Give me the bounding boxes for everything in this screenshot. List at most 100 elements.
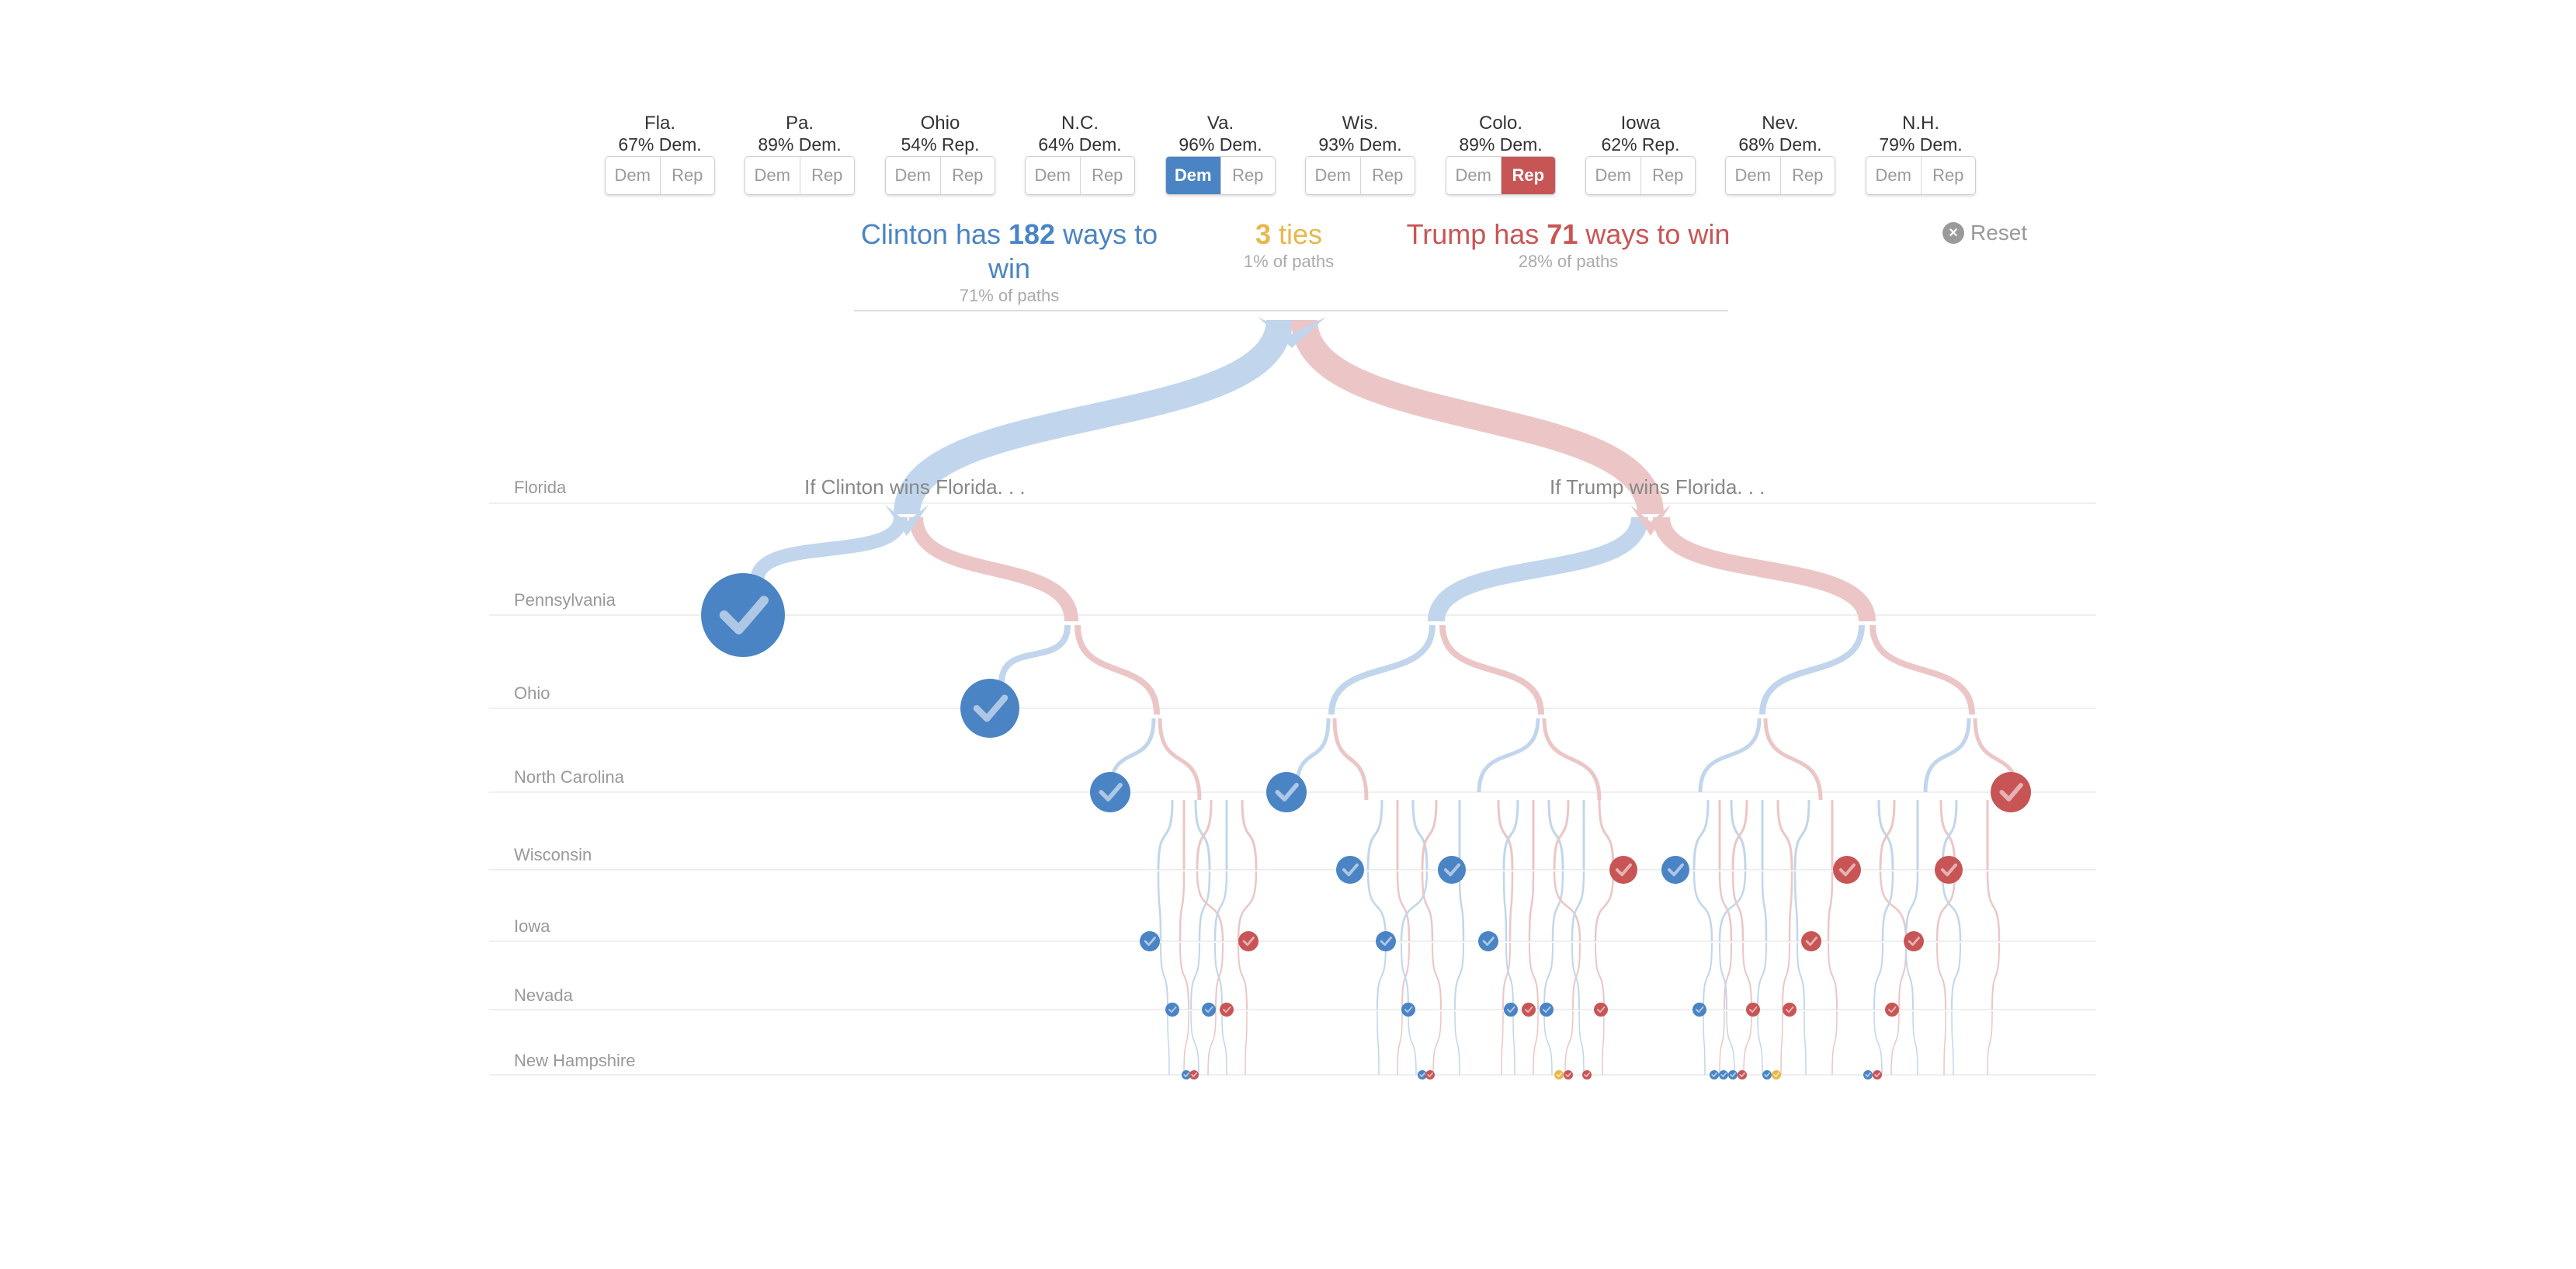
tree-branch xyxy=(1788,871,1793,942)
rep-button[interactable]: Rep xyxy=(1220,157,1276,194)
dem-button[interactable]: Dem xyxy=(1455,165,1491,185)
check-mark xyxy=(1874,1072,1880,1078)
check-mark xyxy=(1940,863,1957,877)
tree-branch xyxy=(1870,624,1975,715)
trump-suffix: ways to win xyxy=(1578,218,1731,250)
dem-button[interactable]: Dem xyxy=(1734,165,1771,185)
rep-button[interactable]: Rep xyxy=(799,157,855,194)
tree-branch xyxy=(1458,871,1465,942)
dem-button[interactable]: Dem xyxy=(754,165,790,185)
state-column: N.H. 79% Dem. Dem Rep xyxy=(1866,113,1976,195)
tree-branch xyxy=(1776,799,1793,871)
rep-button[interactable]: Rep xyxy=(939,157,995,194)
tree-branch xyxy=(1718,871,1733,942)
check-mark xyxy=(1887,1006,1897,1013)
tree-branch xyxy=(1782,942,1790,1010)
state-column: Pa. 89% Dem. Dem Rep xyxy=(745,113,855,195)
check-mark xyxy=(1730,1072,1736,1078)
state-toggle: Dem Rep xyxy=(605,156,715,195)
tree-branch xyxy=(1986,871,2001,942)
tree-branch xyxy=(1730,799,1747,871)
tree-branch xyxy=(1190,1010,1199,1076)
state-odds: 68% Dem. xyxy=(1738,134,1822,155)
check-mark xyxy=(1443,863,1460,877)
check-circle-icon xyxy=(1478,931,1498,951)
rep-button[interactable]: Rep xyxy=(1500,157,1555,194)
tree-branch xyxy=(1553,871,1581,942)
tree-branch xyxy=(1912,1010,1918,1076)
tree-branch xyxy=(1512,1010,1515,1076)
check-mark xyxy=(1242,937,1255,946)
check-mark xyxy=(1748,1006,1758,1013)
tree-branch xyxy=(1421,799,1438,871)
state-column: Va. 96% Dem. Dem Rep xyxy=(1165,113,1276,195)
tree-branch xyxy=(894,318,1293,516)
rep-button[interactable]: Rep xyxy=(1079,157,1135,194)
check-circle-icon xyxy=(1783,1003,1797,1017)
state-odds: 62% Rep. xyxy=(1601,134,1680,155)
dem-button[interactable]: Dem xyxy=(1875,165,1911,185)
clinton-prefix: Clinton has xyxy=(860,218,1009,250)
branch-label-trump-florida: If Trump wins Florida. . . xyxy=(1550,475,1765,499)
tree-branch xyxy=(1428,516,1648,623)
dem-button[interactable]: Dem xyxy=(1166,157,1220,194)
tree-branch xyxy=(1533,1010,1539,1076)
reset-button[interactable]: × Reset xyxy=(1942,221,2027,245)
check-mark xyxy=(1419,1072,1425,1078)
tree-branch xyxy=(1571,942,1580,1010)
tree-branch xyxy=(1183,1010,1189,1076)
tree-branch xyxy=(1898,942,1907,1010)
tree-branch xyxy=(1198,871,1211,942)
tree-branch xyxy=(1238,942,1248,1010)
ties-suffix: ties xyxy=(1271,218,1323,250)
dem-button[interactable]: Dem xyxy=(1314,165,1351,185)
tree-branch xyxy=(1877,799,1894,871)
rep-button[interactable]: Rep xyxy=(1640,157,1696,194)
tree-branch xyxy=(1726,1010,1735,1076)
tree-branch xyxy=(1595,942,1605,1010)
tree-branch xyxy=(1497,799,1514,871)
tree-branch xyxy=(1692,799,1710,871)
check-mark xyxy=(1183,1072,1189,1078)
check-circle-icon xyxy=(701,573,785,657)
tree-branch xyxy=(1692,871,1713,942)
tree-branch xyxy=(1793,871,1799,942)
state-name: Fla. xyxy=(644,113,675,134)
rep-button[interactable]: Rep xyxy=(1920,157,1976,194)
dem-button[interactable]: Dem xyxy=(894,165,931,185)
state-column: Ohio 54% Rep. Dem Rep xyxy=(885,113,995,195)
tree-branch xyxy=(1543,942,1554,1010)
check-mark xyxy=(1204,1006,1213,1013)
dem-button[interactable]: Dem xyxy=(1595,165,1631,185)
tree-branch xyxy=(1718,871,1747,942)
dem-button[interactable]: Dem xyxy=(1034,165,1071,185)
dem-button[interactable]: Dem xyxy=(614,165,651,185)
check-circle-icon xyxy=(1504,1003,1518,1017)
check-circle-icon xyxy=(1522,1003,1536,1017)
tree-branch xyxy=(1594,871,1615,942)
check-circle-icon xyxy=(1935,856,1963,884)
rep-button[interactable]: Rep xyxy=(1359,157,1415,194)
check-mark xyxy=(1427,1072,1433,1078)
tree-branch xyxy=(1237,871,1258,942)
state-column: Fla. 67% Dem. Dem Rep xyxy=(605,113,715,195)
tree-branch xyxy=(1543,1010,1553,1076)
tree-branch xyxy=(1757,942,1767,1010)
tree-branch xyxy=(1935,871,1956,942)
tree-branch xyxy=(1743,1010,1752,1076)
tree-branch xyxy=(1396,871,1411,942)
state-column: Nev. 68% Dem. Dem Rep xyxy=(1725,113,1835,195)
tree-branch xyxy=(1167,1010,1170,1076)
state-column: Wis. 93% Dem. Dem Rep xyxy=(1305,113,1415,195)
check-mark xyxy=(1168,1006,1177,1013)
tree-branch xyxy=(1377,942,1387,1010)
tree-branch xyxy=(1879,871,1908,942)
tree-branch xyxy=(1245,1010,1248,1076)
tree-branch xyxy=(1828,942,1838,1010)
tree-branch xyxy=(1196,799,1213,871)
state-name: Va. xyxy=(1206,113,1234,134)
tree-branch xyxy=(1780,1010,1783,1076)
state-name: Ohio xyxy=(920,113,960,134)
rep-button[interactable]: Rep xyxy=(1779,157,1835,194)
rep-button[interactable]: Rep xyxy=(659,157,715,194)
